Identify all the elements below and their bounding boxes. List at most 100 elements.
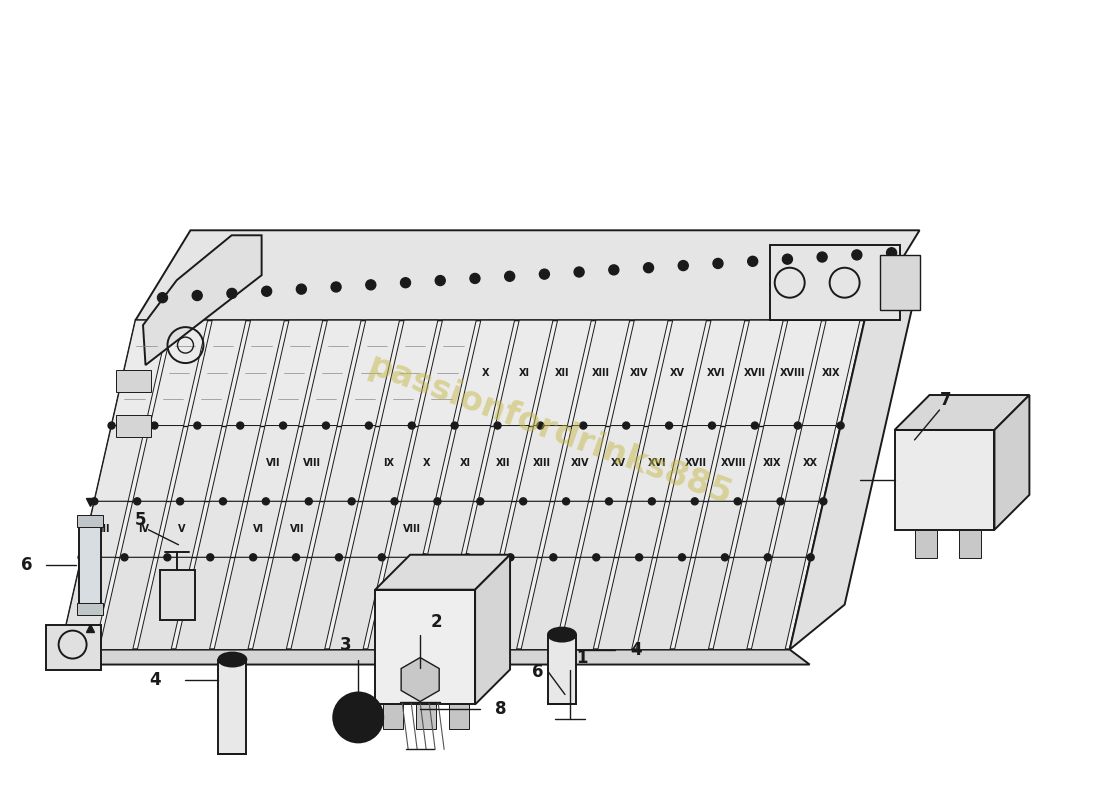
Text: IV: IV — [138, 524, 148, 534]
Polygon shape — [197, 502, 243, 558]
Polygon shape — [751, 558, 806, 650]
Circle shape — [157, 293, 167, 302]
Circle shape — [331, 282, 341, 292]
Polygon shape — [158, 502, 205, 558]
Text: XVII: XVII — [684, 458, 706, 469]
Text: XVII: XVII — [744, 368, 766, 378]
Circle shape — [691, 498, 698, 505]
Polygon shape — [176, 558, 231, 650]
Bar — [770, 246, 900, 320]
Circle shape — [346, 706, 371, 730]
Circle shape — [734, 498, 741, 505]
Polygon shape — [367, 558, 422, 650]
Polygon shape — [253, 558, 307, 650]
Polygon shape — [790, 275, 920, 650]
Polygon shape — [504, 502, 550, 558]
Circle shape — [78, 554, 85, 561]
Circle shape — [151, 422, 158, 429]
Bar — [383, 705, 404, 730]
Polygon shape — [402, 426, 452, 502]
Polygon shape — [894, 395, 1030, 430]
Circle shape — [837, 422, 844, 429]
Polygon shape — [534, 320, 592, 426]
Circle shape — [207, 554, 213, 561]
Bar — [77, 602, 102, 614]
Polygon shape — [290, 558, 345, 650]
Circle shape — [748, 256, 758, 266]
Circle shape — [464, 554, 471, 561]
Polygon shape — [227, 320, 285, 426]
Polygon shape — [388, 502, 436, 558]
Circle shape — [644, 262, 653, 273]
Polygon shape — [81, 502, 128, 558]
Polygon shape — [209, 426, 261, 502]
Circle shape — [336, 554, 342, 561]
Polygon shape — [483, 558, 538, 650]
Circle shape — [887, 248, 896, 258]
Text: VIII: VIII — [302, 458, 321, 469]
Polygon shape — [747, 426, 798, 502]
Polygon shape — [440, 426, 491, 502]
Circle shape — [262, 286, 272, 296]
Polygon shape — [138, 558, 192, 650]
Text: VI: VI — [253, 524, 264, 534]
Circle shape — [470, 274, 480, 283]
Bar — [416, 705, 436, 730]
Circle shape — [507, 554, 514, 561]
Circle shape — [365, 422, 373, 429]
Text: 7: 7 — [939, 391, 952, 409]
Circle shape — [250, 554, 256, 561]
Circle shape — [433, 498, 441, 505]
Circle shape — [605, 498, 613, 505]
Circle shape — [648, 498, 656, 505]
Polygon shape — [554, 426, 606, 502]
Circle shape — [91, 498, 98, 505]
Circle shape — [679, 261, 689, 270]
Circle shape — [794, 422, 801, 429]
Polygon shape — [143, 235, 262, 365]
Polygon shape — [695, 502, 743, 558]
Polygon shape — [734, 502, 780, 558]
Circle shape — [636, 554, 642, 561]
Circle shape — [550, 554, 557, 561]
Polygon shape — [772, 502, 818, 558]
Circle shape — [296, 284, 307, 294]
Circle shape — [279, 422, 287, 429]
Polygon shape — [994, 395, 1030, 530]
Bar — [894, 430, 994, 530]
Circle shape — [574, 267, 584, 277]
Polygon shape — [516, 426, 568, 502]
Circle shape — [333, 693, 383, 742]
Circle shape — [782, 254, 792, 264]
Polygon shape — [135, 275, 920, 320]
Polygon shape — [188, 320, 246, 426]
Polygon shape — [402, 658, 439, 702]
Bar — [77, 515, 102, 526]
Circle shape — [580, 422, 586, 429]
Polygon shape — [802, 320, 860, 426]
Circle shape — [293, 554, 299, 561]
Polygon shape — [311, 502, 359, 558]
Polygon shape — [342, 320, 399, 426]
Circle shape — [519, 498, 527, 505]
Polygon shape — [150, 320, 208, 426]
Polygon shape — [713, 558, 768, 650]
Circle shape — [764, 554, 771, 561]
Circle shape — [194, 422, 201, 429]
Polygon shape — [444, 558, 499, 650]
Text: 2: 2 — [430, 613, 442, 630]
Polygon shape — [657, 502, 704, 558]
Circle shape — [421, 554, 428, 561]
Polygon shape — [708, 426, 759, 502]
Circle shape — [807, 554, 814, 561]
Bar — [880, 255, 920, 310]
Circle shape — [349, 498, 355, 505]
Circle shape — [108, 422, 115, 429]
Polygon shape — [560, 558, 614, 650]
Text: VII: VII — [289, 524, 304, 534]
Text: 4: 4 — [148, 670, 161, 689]
Circle shape — [366, 280, 376, 290]
Circle shape — [679, 554, 685, 561]
Polygon shape — [381, 320, 438, 426]
Text: VII: VII — [266, 458, 280, 469]
